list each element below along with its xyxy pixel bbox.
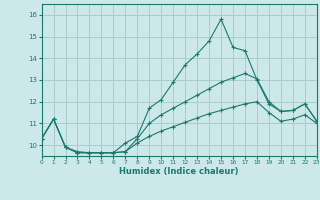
X-axis label: Humidex (Indice chaleur): Humidex (Indice chaleur) [119,167,239,176]
